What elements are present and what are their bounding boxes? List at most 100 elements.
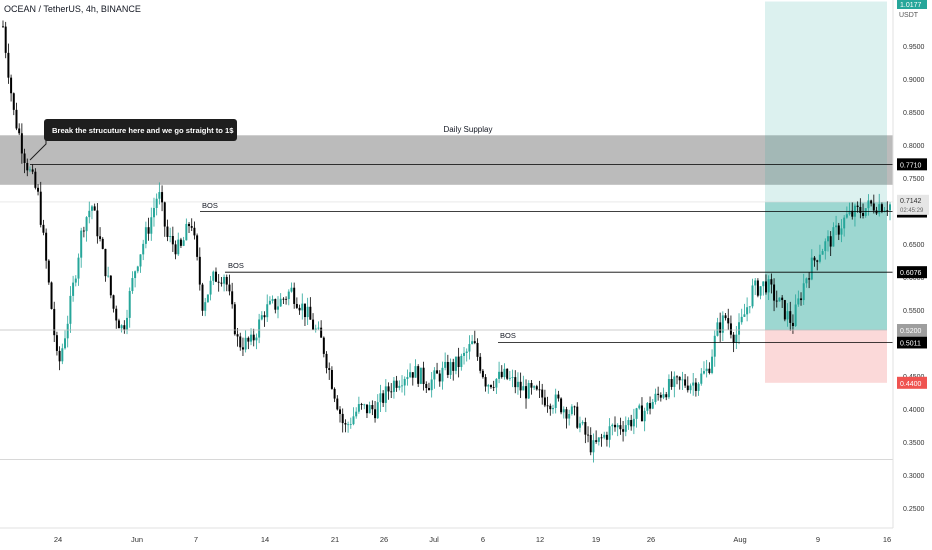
time-tick-label: Aug (733, 535, 746, 544)
level-price-tag: 0.6076 (897, 266, 927, 279)
candle-body (762, 281, 765, 287)
candle-body (832, 227, 835, 247)
candle-body (120, 325, 123, 329)
candle-body (506, 368, 509, 379)
candle-body (384, 386, 387, 403)
time-axis[interactable]: 24 Jun 7 14 21 26 Jul 6 12 19 26 Aug 9 16 (0, 527, 932, 550)
candle-body (670, 378, 673, 387)
candle-body (285, 298, 288, 300)
price-tick-label: 0.3000 (903, 473, 925, 480)
candle-body (18, 128, 21, 134)
candle-body (193, 227, 196, 236)
candle-body (794, 304, 797, 327)
candle-body (282, 298, 285, 300)
candle-body (797, 298, 800, 305)
candle-body (325, 353, 328, 369)
candle-body (716, 322, 719, 336)
candle-body (142, 243, 145, 255)
candle-body (171, 236, 174, 245)
candle-body (441, 367, 444, 382)
candle-body (740, 316, 743, 323)
target-price-tag-bg (897, 0, 927, 9)
candle-body (309, 306, 312, 320)
candle-body (392, 380, 395, 392)
candle-body (401, 385, 404, 387)
candle-body (538, 389, 541, 391)
candle-body (764, 281, 767, 293)
candle-body (295, 303, 298, 308)
candle-body (182, 240, 185, 246)
candle-body (498, 371, 501, 379)
candle-body (188, 223, 191, 227)
candle-body (298, 307, 301, 311)
candle-body (654, 393, 657, 402)
candle-body (287, 291, 290, 300)
candle-body (128, 291, 131, 318)
candle-body (379, 393, 382, 403)
candle-body (374, 409, 377, 419)
candle-body (481, 370, 484, 378)
entry-price-tag-bg (897, 324, 927, 336)
candle-body (551, 407, 554, 410)
loss-zone (765, 330, 887, 383)
candle-body (320, 327, 323, 338)
candle-body (328, 368, 331, 370)
candle-body (152, 207, 155, 218)
candle-body (228, 284, 231, 292)
candle-body (781, 297, 784, 301)
candle-body (681, 379, 684, 381)
candle-body (50, 282, 53, 309)
candle-body (813, 257, 816, 261)
candle-body (851, 210, 854, 217)
candle-body (4, 26, 7, 53)
candle-body (99, 236, 102, 239)
candle-body (387, 386, 390, 392)
candle-body (74, 278, 77, 283)
time-tick-label: 24 (54, 535, 62, 544)
candle-body (96, 210, 99, 237)
candle-body (729, 323, 732, 335)
candle-body (751, 285, 754, 307)
candle-body (169, 236, 172, 237)
candle-body (684, 379, 687, 386)
candle-body (355, 411, 358, 417)
candle-body (28, 169, 31, 171)
candle-body (250, 334, 253, 342)
time-tick-label: 21 (331, 535, 339, 544)
candle-body (848, 210, 851, 215)
candle-body (438, 373, 441, 382)
candle-body (862, 212, 865, 216)
candle-body (880, 204, 883, 212)
candle-body (619, 425, 622, 430)
candles-layer (2, 20, 891, 463)
candle-body (748, 306, 751, 308)
candle-body (856, 205, 859, 207)
candle-body (697, 383, 700, 391)
candle-body (662, 394, 665, 398)
candle-body (196, 235, 199, 257)
currency-box (895, 10, 925, 20)
candle-body (150, 217, 153, 234)
candle-body (694, 382, 697, 391)
candle-body (886, 210, 889, 212)
candle-body (759, 286, 762, 296)
price-axis[interactable]: 0.25000.30000.35000.40000.45000.50000.55… (892, 0, 932, 550)
time-tick-label: 9 (816, 535, 820, 544)
candle-body (82, 230, 85, 232)
candle-body (23, 153, 26, 163)
candle-body (236, 334, 239, 337)
candle-body (306, 306, 309, 318)
candle-body (565, 409, 568, 419)
candle-body (713, 335, 716, 357)
supply-zone (0, 135, 893, 185)
candle-body (352, 416, 355, 425)
current-price-tag-bg (897, 194, 929, 215)
candle-body (476, 342, 479, 357)
candle-body (317, 327, 320, 329)
candle-body (587, 434, 590, 436)
candle-body (770, 279, 773, 285)
candle-body (266, 304, 269, 318)
candle-body (503, 368, 506, 378)
candle-body (209, 280, 212, 295)
